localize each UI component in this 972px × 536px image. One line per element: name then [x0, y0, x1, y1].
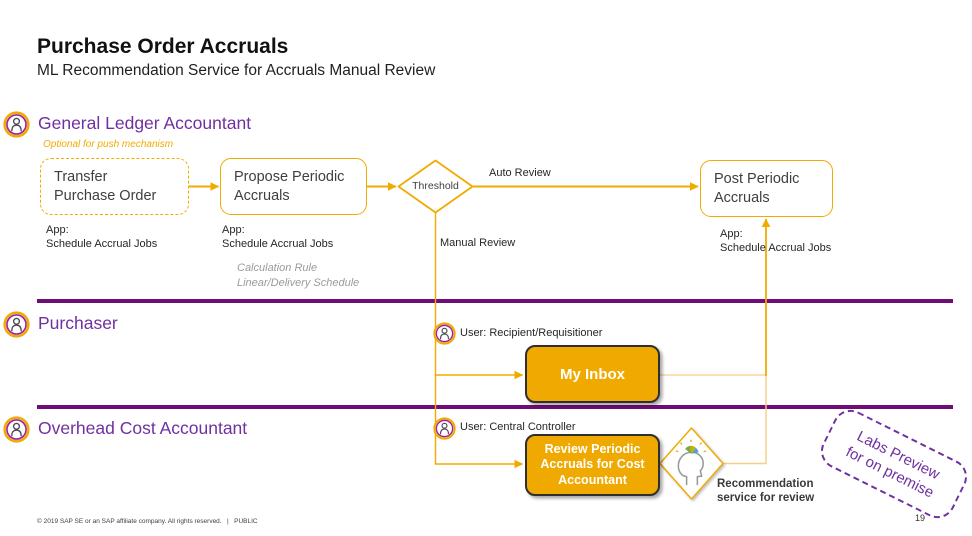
calc-note-line: Calculation Rule: [237, 262, 318, 274]
flow-box-transfer-purchase-order: Transfer Purchase Order: [40, 158, 189, 215]
box-line: Accruals: [234, 188, 290, 204]
threshold-diamond: [397, 159, 474, 214]
page-title: Purchase Order Accruals: [37, 35, 289, 58]
lane-label-purchaser: Purchaser: [38, 313, 118, 333]
post-app-note: App: Schedule Accrual Jobs: [720, 227, 831, 255]
person-icon: [433, 417, 456, 440]
person-icon: [3, 111, 30, 138]
transfer-app-note: App: Schedule Accrual Jobs: [46, 223, 157, 251]
lane-label-general-ledger-accountant: General Ledger Accountant: [38, 113, 252, 133]
reco-note-line: Recommendation: [717, 478, 814, 490]
propose-app-note: App: Schedule Accrual Jobs: [222, 223, 333, 251]
review-periodic-accruals-box: Review Periodic Accruals for Cost Accoun…: [525, 434, 660, 496]
page-number: 19: [915, 513, 926, 523]
thinking-head-icon: [675, 439, 707, 486]
box-line: Accruals: [714, 190, 770, 206]
box-line: Accountant: [558, 472, 627, 487]
user-recipient-label: User: Recipient/Requisitioner: [460, 327, 603, 339]
box-line: Purchase Order: [54, 188, 157, 204]
page-subtitle: ML Recommendation Service for Accruals M…: [37, 62, 436, 79]
connector-manual-review-to-review-box: [434, 212, 524, 469]
my-inbox-box: My Inbox: [525, 345, 660, 403]
lane-divider-1: [37, 299, 953, 303]
person-icon: [3, 416, 30, 443]
user-central-controller-label: User: Central Controller: [460, 421, 576, 433]
footer-copyright: © 2019 SAP SE or an SAP affiliate compan…: [37, 518, 258, 525]
my-inbox-label: My Inbox: [559, 365, 625, 383]
box-line: Accruals for Cost: [540, 457, 645, 472]
threshold-label: Threshold: [412, 180, 459, 192]
auto-review-label: Auto Review: [489, 167, 551, 179]
app-name: Schedule Accrual Jobs: [46, 238, 158, 250]
connector-diamond-to-riser: [723, 376, 767, 465]
box-line: Propose Periodic: [234, 169, 345, 185]
reco-note-line: service for review: [717, 491, 815, 504]
calculation-rule-note: Calculation Rule Linear/Delivery Schedul…: [237, 261, 359, 291]
flow-box-post-periodic-accruals: Post Periodic Accruals: [700, 160, 833, 217]
person-icon: [3, 311, 30, 338]
box-line: Post Periodic: [714, 171, 800, 187]
person-icon: [433, 322, 456, 345]
app-name: Schedule Accrual Jobs: [222, 238, 334, 250]
calc-note-line: Linear/Delivery Schedule: [237, 277, 360, 289]
lane-label-overhead-cost-accountant: Overhead Cost Accountant: [38, 418, 248, 438]
manual-review-label: Manual Review: [440, 237, 516, 249]
flow-box-propose-periodic-accruals: Propose Periodic Accruals: [220, 158, 367, 215]
lane-divider-2: [37, 405, 953, 409]
box-line: Review Periodic: [544, 441, 641, 456]
optional-push-note: Optional for push mechanism: [43, 139, 174, 150]
app-label: App:: [46, 224, 69, 236]
app-label: App:: [720, 228, 743, 240]
box-line: Transfer: [54, 169, 108, 185]
app-name: Schedule Accrual Jobs: [720, 242, 832, 254]
recommendation-service-note: Recommendation service for review: [717, 478, 814, 505]
app-label: App:: [222, 224, 245, 236]
